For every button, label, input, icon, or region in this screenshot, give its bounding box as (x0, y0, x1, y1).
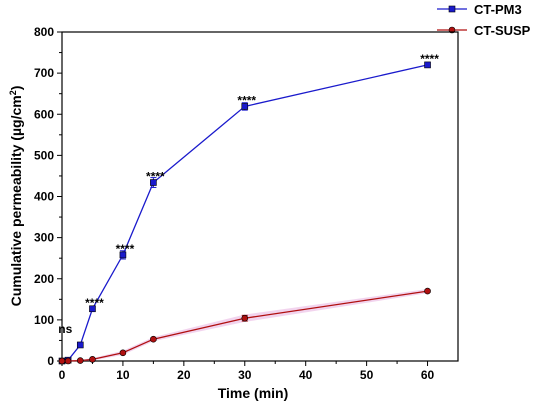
ct-susp-point (241, 314, 249, 322)
significance-label: **** (85, 296, 104, 310)
ct-susp-point (424, 287, 431, 295)
legend: CT-PM3 CT-SUSP (437, 2, 531, 38)
ct-susp-point (89, 356, 96, 363)
plot-area: 0 100 200 300 400 500 600 700 800 0 10 20 30 40 50 60 ns… (34, 25, 459, 382)
legend-marker-ct-pm3 (448, 5, 456, 13)
y-axis-label: Cumulative permeability (µg/cm2) (8, 86, 24, 307)
y-axis-label-main: Cumulative permeability (µg/cm (8, 95, 24, 306)
y-tick-label: 700 (34, 66, 54, 80)
ct-susp-point (150, 335, 157, 343)
y-tick-label: 100 (34, 313, 54, 327)
x-tick-label: 40 (299, 368, 313, 382)
ct-pm3-point (76, 341, 84, 349)
ct-pm3-point (241, 103, 249, 110)
ct-pm3-point (89, 305, 96, 313)
legend-label-ct-pm3: CT-PM3 (474, 2, 522, 17)
y-tick-label: 600 (34, 107, 54, 121)
ct-susp-point (58, 357, 66, 365)
significance-label: **** (420, 52, 439, 66)
y-axis-label-superscript: 2 (8, 90, 18, 95)
significance-label: ns (58, 322, 72, 336)
significance-label: **** (116, 242, 135, 256)
ct-pm3-point (424, 61, 431, 69)
ct-susp-point (64, 357, 72, 365)
y-tick-label: 300 (34, 231, 54, 245)
y-axis-label-close: ) (8, 86, 24, 91)
y-tick-label: 200 (34, 272, 54, 286)
ct-susp-point (76, 357, 84, 364)
y-tick-label: 500 (34, 148, 54, 162)
x-tick-label: 10 (116, 368, 130, 382)
x-tick-label: 20 (177, 368, 191, 382)
x-tick-label: 30 (238, 368, 252, 382)
y-tick-label: 0 (47, 354, 54, 368)
ct-susp-point (119, 349, 127, 357)
plot-frame (61, 31, 459, 362)
x-tick-label: 60 (421, 368, 435, 382)
y-tick-label: 400 (34, 190, 54, 204)
y-tick-label: 800 (34, 25, 54, 39)
ct-susp-error-band (62, 289, 428, 361)
x-axis-label: Time (min) (218, 385, 289, 401)
ct-pm3-point (119, 251, 127, 259)
x-tick-label: 0 (59, 368, 66, 382)
significance-label: **** (146, 170, 165, 184)
x-tick-label: 50 (360, 368, 374, 382)
ct-pm3-point (150, 179, 157, 186)
legend-label-ct-susp: CT-SUSP (474, 23, 531, 38)
significance-label: **** (237, 93, 256, 107)
